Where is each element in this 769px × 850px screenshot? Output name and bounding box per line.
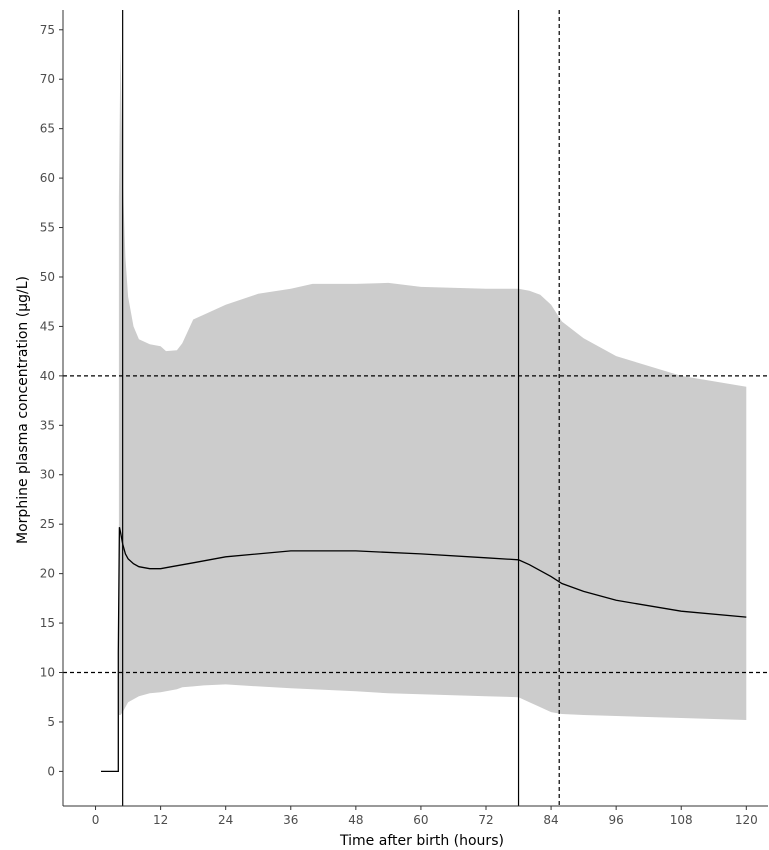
x-tick-label: 96 (609, 813, 624, 827)
y-tick-label: 55 (40, 221, 55, 235)
x-tick-label: 120 (735, 813, 758, 827)
y-tick-label: 60 (40, 171, 55, 185)
x-tick-label: 48 (348, 813, 363, 827)
y-tick-label: 40 (40, 369, 55, 383)
x-tick-label: 84 (543, 813, 558, 827)
reference-line-layer (63, 10, 768, 806)
x-axis-title: Time after birth (hours) (339, 833, 504, 849)
interval-band-layer (118, 44, 747, 721)
y-tick-label: 45 (40, 319, 55, 333)
x-tick-label: 72 (478, 813, 493, 827)
y-tick-label: 20 (40, 567, 55, 581)
axis-layer: 0 5 10 15 20 25 30 35 40 45 50 55 60 65 70 75 0 12 24 36 48 6… (40, 10, 768, 827)
y-tick-label: 15 (40, 616, 55, 630)
x-tick-label: 60 (413, 813, 428, 827)
y-tick-label: 30 (40, 468, 55, 482)
y-tick-label: 35 (40, 418, 55, 432)
y-tick-label: 70 (40, 72, 55, 86)
series-line-layer (101, 527, 747, 773)
x-tick-label: 108 (670, 813, 693, 827)
y-axis-title: Morphine plasma concentration (μg/L) (15, 276, 31, 544)
y-tick-label: 25 (40, 517, 55, 531)
x-tick-label: 24 (218, 813, 233, 827)
y-tick-label: 5 (47, 715, 55, 729)
median-line (101, 527, 747, 773)
y-tick-label: 0 (47, 764, 55, 778)
y-tick-label: 10 (40, 666, 55, 680)
interval-band (118, 44, 747, 721)
x-tick-label: 36 (283, 813, 298, 827)
y-tick-label: 75 (40, 23, 55, 37)
y-tick-label: 65 (40, 122, 55, 136)
x-tick-label: 0 (92, 813, 100, 827)
x-tick-label: 12 (153, 813, 168, 827)
y-tick-label: 50 (40, 270, 55, 284)
